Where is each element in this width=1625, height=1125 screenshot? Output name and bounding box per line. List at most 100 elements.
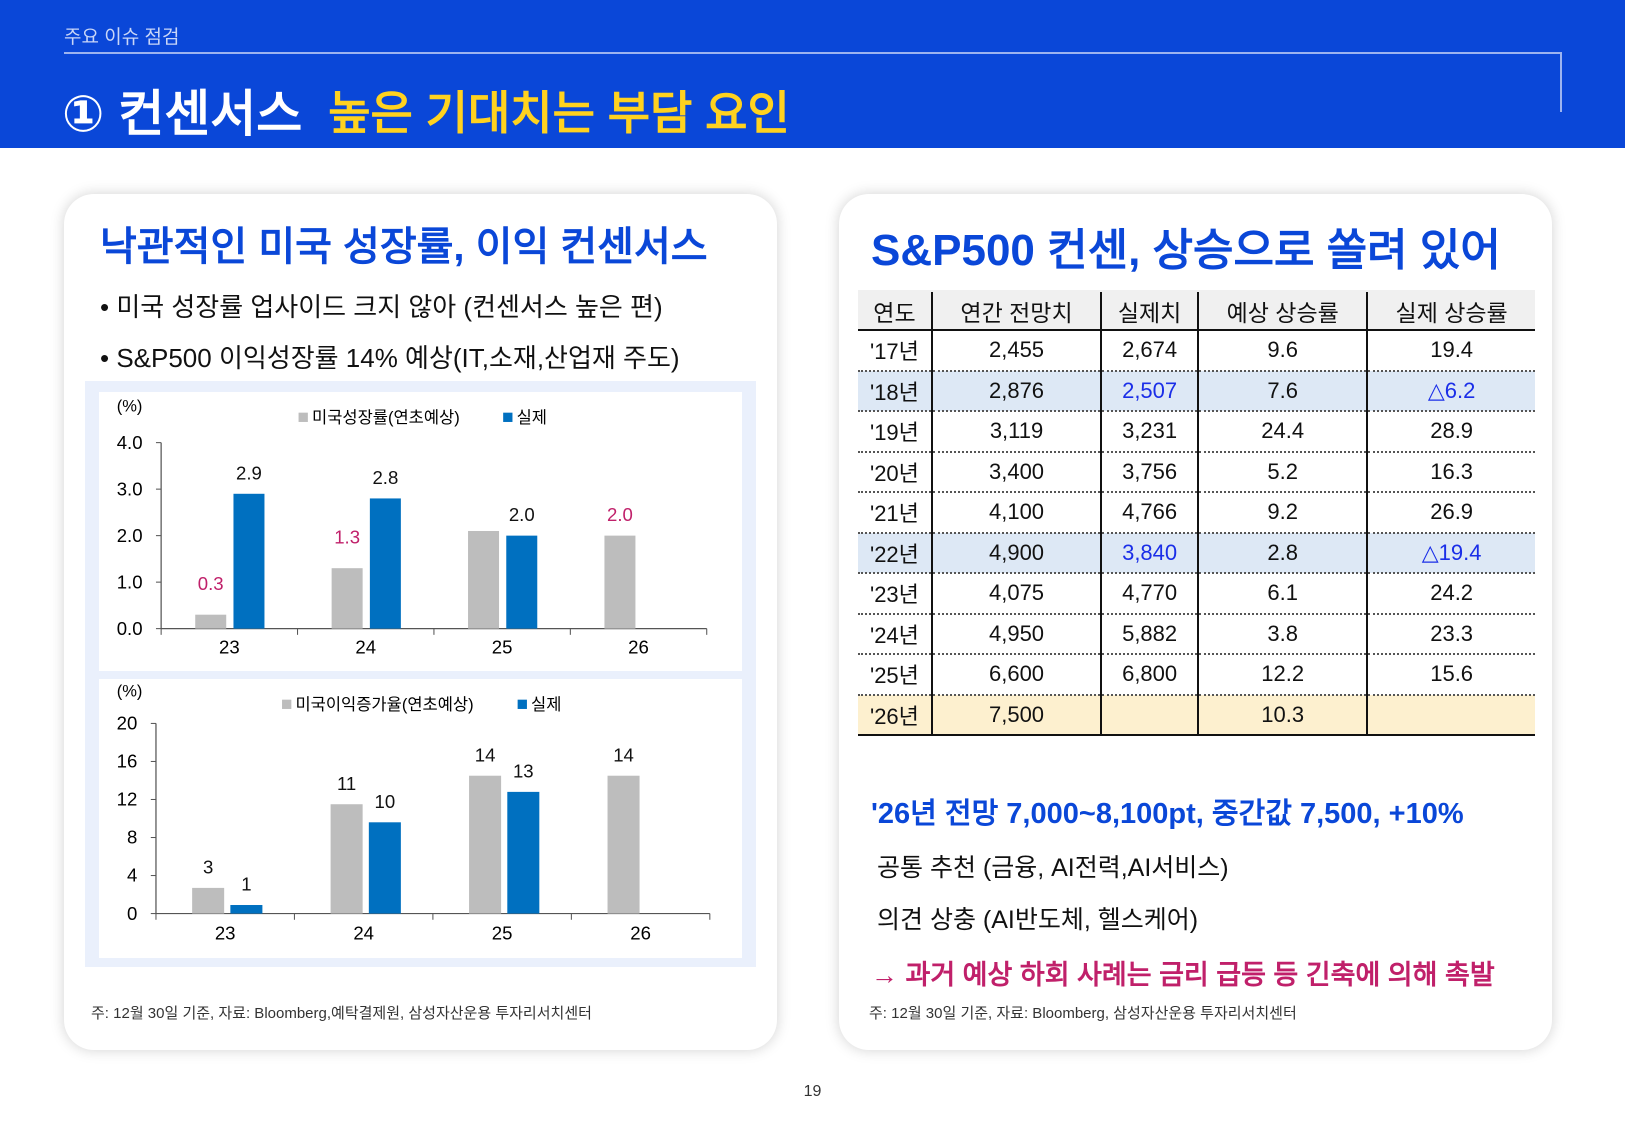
- x-tick-label: 25: [492, 922, 513, 943]
- legend-swatch: [298, 412, 308, 422]
- table-row: '26년 7,500 10.3: [858, 694, 1535, 736]
- table-cell: 4,075: [930, 573, 1102, 615]
- data-label: 2.8: [372, 467, 398, 488]
- header-divider: [64, 52, 1562, 54]
- table-cell: 24.2: [1366, 573, 1535, 615]
- y-tick-label: 12: [117, 789, 138, 810]
- forecast-highlight: '26년 전망 7,000~8,100pt, 중간값 7,500, +10%: [871, 798, 1464, 830]
- bar: [330, 804, 363, 914]
- bar: [604, 535, 636, 629]
- table-cell: 6.1: [1197, 573, 1368, 615]
- left-card: 낙관적인 미국 성장률, 이익 컨센서스 • 미국 성장률 업사이드 크지 않아…: [64, 194, 777, 1050]
- x-tick-label: 23: [215, 922, 236, 943]
- table-cell: 4,766: [1100, 492, 1199, 534]
- right-footnote: 주: 12월 30일 기준, 자료: Bloomberg, 삼성자산운용 투자리…: [869, 1005, 1297, 1022]
- table-cell: [1100, 694, 1199, 736]
- common-picks: 공통 추천 (금융, AI전력,AI서비스): [877, 854, 1229, 882]
- table-cell: 2,674: [1100, 330, 1199, 372]
- table-row: '22년 4,900 3,840 2.8 △19.4: [858, 532, 1535, 574]
- x-tick-label: 26: [628, 636, 649, 657]
- data-label: 10: [375, 791, 396, 812]
- table-cell: '25년: [858, 654, 932, 696]
- table-row: '24년 4,950 5,882 3.8 23.3: [858, 613, 1535, 655]
- table-cell: 19.4: [1366, 330, 1535, 372]
- y-tick-label: 20: [117, 713, 138, 734]
- table-cell: 3,231: [1100, 411, 1199, 453]
- y-tick-label: 2.0: [117, 525, 143, 546]
- left-footnote: 주: 12월 30일 기준, 자료: Bloomberg,예탁결제원, 삼성자산…: [91, 1005, 592, 1022]
- data-label: 13: [513, 760, 534, 781]
- table-row: '20년 3,400 3,756 5.2 16.3: [858, 451, 1535, 493]
- table-header-row: 연도 연간 전망치 실제치 예상 상승률 실제 상승률: [858, 290, 1535, 331]
- y-tick-label: 0: [127, 903, 137, 924]
- table-cell: 2.8: [1197, 532, 1368, 574]
- title-sub: 높은 기대치는 부담 요인: [328, 87, 790, 139]
- bar: [506, 535, 538, 629]
- table-cell: 6,600: [930, 654, 1102, 696]
- table-cell: 4,770: [1100, 573, 1199, 615]
- bullet-1: • 미국 성장률 업사이드 크지 않아 (컨센서스 높은 편): [100, 292, 663, 322]
- right-card-title: S&P500 컨센, 상승으로 쏠려 있어: [871, 226, 1501, 275]
- bar: [192, 887, 225, 914]
- growth-chart: (%) 0.0 1.0 2.0 3.0 4.0 23 24 25 26 미국성장률(연초예상) 0.3…: [99, 392, 742, 671]
- bar: [607, 775, 640, 914]
- legend-label: 미국성장률(연초예상): [312, 408, 460, 427]
- left-card-title: 낙관적인 미국 성장률, 이익 컨센서스: [100, 225, 708, 269]
- table-row: '19년 3,119 3,231 24.4 28.9: [858, 411, 1535, 453]
- col-actual: 실제치: [1100, 290, 1199, 331]
- x-tick-label: 26: [630, 922, 651, 943]
- section-label: 주요 이슈 점검: [64, 27, 180, 48]
- bar: [195, 614, 227, 629]
- table-cell: △19.4: [1366, 532, 1535, 574]
- table-cell: 5,882: [1100, 613, 1199, 655]
- growth-chart-svg: (%) 0.0 1.0 2.0 3.0 4.0 23 24 25 26 미국성장률(연초예상) 0.3…: [117, 397, 708, 657]
- legend-label: 실제: [517, 408, 547, 427]
- table-cell: 6,800: [1100, 654, 1199, 696]
- table-row: '17년 2,455 2,674 9.6 19.4: [858, 330, 1535, 372]
- x-tick-label: 23: [219, 636, 240, 657]
- table-cell: '24년: [858, 613, 932, 655]
- data-label: 3: [203, 856, 213, 877]
- right-card: S&P500 컨센, 상승으로 쏠려 있어 연도 연간 전망치 실제치 예상 상…: [839, 194, 1552, 1050]
- page-number: 19: [803, 1083, 822, 1100]
- data-label: 1.3: [334, 526, 360, 547]
- bar: [468, 530, 500, 629]
- table-cell: 3,400: [930, 451, 1102, 493]
- data-label: 2.0: [607, 504, 633, 525]
- table-cell: 15.6: [1366, 654, 1535, 696]
- divergent-views: 의견 상충 (AI반도체, 헬스케어): [877, 906, 1199, 934]
- table-cell: 3,840: [1100, 532, 1199, 574]
- table-cell: 24.4: [1197, 411, 1368, 453]
- bar: [230, 905, 263, 914]
- page-title: ① 컨센서스 높은 기대치는 부담 요인: [62, 74, 790, 146]
- col-expected-rate: 예상 상승률: [1197, 290, 1368, 331]
- earnings-chart: (%) 0 4 8 12 16 20 23 24 25 26 미국이익증가율(연초예상) 3 11 14 14…: [99, 679, 742, 958]
- table-cell: '21년: [858, 492, 932, 534]
- table-cell: 26.9: [1366, 492, 1535, 534]
- legend-label: 실제: [531, 695, 561, 714]
- y-unit-label: (%): [117, 397, 143, 416]
- bar: [469, 775, 502, 914]
- table-cell: 9.2: [1197, 492, 1368, 534]
- data-label: 14: [475, 744, 496, 765]
- table-cell: [1366, 694, 1535, 736]
- legend-swatch: [517, 699, 527, 709]
- consensus-table: 연도 연간 전망치 실제치 예상 상승률 실제 상승률 '17년 2,455 2,6…: [858, 290, 1535, 736]
- table-cell: '19년: [858, 411, 932, 453]
- table-cell: 12.2: [1197, 654, 1368, 696]
- table-row: '18년 2,876 2,507 7.6 △6.2: [858, 370, 1535, 412]
- table-cell: 2,507: [1100, 370, 1199, 412]
- bar: [233, 493, 265, 629]
- table-cell: 7.6: [1197, 370, 1368, 412]
- table-cell: 10.3: [1197, 694, 1368, 736]
- table-row: '25년 6,600 6,800 12.2 15.6: [858, 654, 1535, 696]
- y-tick-label: 0.0: [117, 618, 143, 639]
- table-cell: 2,876: [930, 370, 1102, 412]
- bullet-2: • S&P500 이익성장률 14% 예상(IT,소재,산업재 주도): [100, 343, 680, 373]
- x-tick-label: 24: [355, 636, 376, 657]
- legend-label: 미국이익증가율(연초예상): [295, 695, 473, 714]
- earnings-chart-svg: (%) 0 4 8 12 16 20 23 24 25 26 미국이익증가율(연초예상) 3 11 14 14…: [117, 682, 711, 943]
- bar: [507, 791, 540, 914]
- y-unit-label: (%): [117, 682, 143, 701]
- y-tick-label: 16: [117, 751, 138, 772]
